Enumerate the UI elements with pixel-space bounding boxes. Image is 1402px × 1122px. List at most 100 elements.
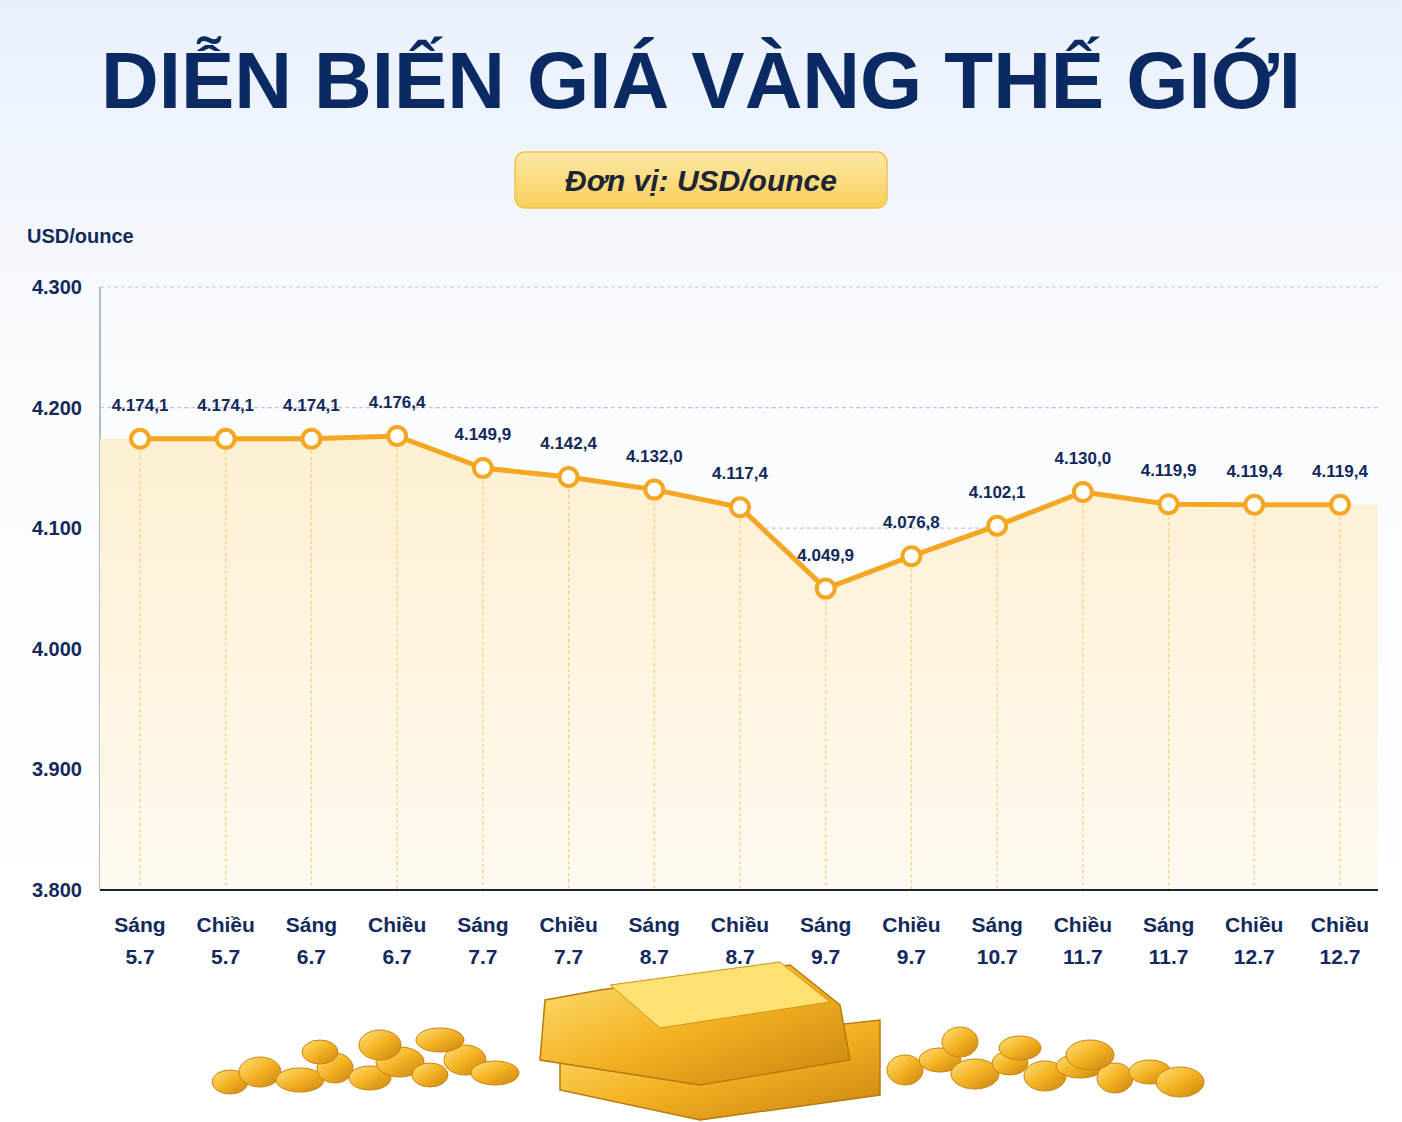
data-label: 4.174,1 — [197, 396, 254, 415]
point — [217, 430, 235, 448]
category-label-line: Chiều — [1054, 913, 1112, 936]
category-label-line: Sáng — [800, 913, 851, 936]
subtitle-badge — [515, 152, 887, 208]
category-label: Chiều6.7 — [368, 913, 426, 968]
gold-nugget — [999, 1036, 1041, 1060]
category-label-line: 8.7 — [640, 945, 669, 968]
data-label: 4.176,4 — [369, 393, 426, 412]
data-label: 4.076,8 — [883, 513, 940, 532]
drop-line — [225, 439, 226, 890]
category-label: Chiều 7.7 — [539, 913, 597, 968]
category-label-line: Chiều — [368, 913, 426, 936]
data-label: 4.049,9 — [797, 546, 854, 565]
point — [902, 547, 920, 565]
category-label: Chiều12.7 — [1225, 913, 1283, 968]
grid-line — [100, 889, 1378, 890]
tick-label: 4.200 — [32, 397, 82, 419]
drop-line — [911, 556, 912, 890]
point — [1245, 496, 1263, 514]
point — [731, 498, 749, 516]
category-label-line: 12.7 — [1234, 945, 1275, 968]
gold-decoration — [212, 962, 1204, 1120]
background — [0, 0, 1402, 1122]
tick-label: 3.900 — [32, 758, 82, 780]
gold-nugget — [276, 1068, 324, 1092]
category-label-line: 11.7 — [1149, 945, 1189, 968]
category-label-line: 9.7 — [897, 945, 926, 968]
category-label: Chiều 5.7 — [197, 913, 255, 968]
data-label: 4.142,4 — [540, 434, 597, 453]
tick-label: 3.800 — [32, 879, 82, 901]
tick-label: 4.300 — [32, 276, 82, 298]
point — [988, 517, 1006, 535]
category-label-line: Sáng — [971, 913, 1022, 936]
gold-bar-top — [610, 962, 830, 1028]
data-label: 4.119,4 — [1226, 462, 1282, 481]
category-label-line: Chiều — [539, 913, 597, 936]
gold-nugget — [416, 1028, 464, 1052]
data-label: 4.102,1 — [969, 483, 1026, 502]
category-label-line: Chiều — [882, 913, 940, 936]
category-label-line: Sáng — [457, 913, 508, 936]
drop-line — [997, 526, 998, 890]
category-label: Sáng 7.7 — [457, 913, 508, 968]
drop-line — [568, 477, 569, 890]
category-label-line: 5.7 — [125, 945, 154, 968]
tick-label: 4.100 — [32, 517, 82, 539]
data-label: 4.119,4 — [1312, 462, 1368, 481]
gold-nugget — [239, 1057, 281, 1087]
category-label: Sáng10.7 — [971, 913, 1022, 968]
data-label: 4.174,1 — [112, 396, 169, 415]
category-label-line: Chiều — [711, 913, 769, 936]
gold-nugget — [887, 1055, 923, 1085]
data-label: 4.149,9 — [454, 425, 511, 444]
tick-label: 4.000 — [32, 638, 82, 660]
category-label: Sáng11.7 — [1143, 913, 1194, 968]
category-label-line: Sáng — [629, 913, 680, 936]
point — [560, 468, 578, 486]
drop-line — [739, 507, 740, 890]
x-axis — [100, 889, 1378, 891]
axis-title: USD/ounce — [27, 225, 134, 247]
drop-line — [139, 439, 140, 890]
category-label: Chiều8.7 — [711, 913, 769, 968]
drop-line — [825, 589, 826, 890]
category-label: Chiều12.7 — [1311, 913, 1369, 968]
grid-line — [100, 286, 1378, 287]
category-label-line: 9.7 — [811, 945, 840, 968]
category-label-line: Chiều — [197, 913, 255, 936]
gold-nugget — [942, 1027, 978, 1057]
drop-line — [397, 436, 398, 890]
subtitle: Đơn vị: USD/ounce — [565, 164, 837, 197]
drop-line — [1254, 505, 1255, 890]
point — [1074, 483, 1092, 501]
data-label: 4.130,0 — [1054, 449, 1111, 468]
category-label-line: Chiều — [1311, 913, 1369, 936]
category-label-line: Sáng — [286, 913, 337, 936]
point — [474, 459, 492, 477]
gold-nugget — [471, 1061, 519, 1085]
category-label: Chiều11.7 — [1054, 913, 1112, 968]
category-label-line: 5.7 — [211, 945, 240, 968]
gold-nugget — [1156, 1067, 1204, 1097]
drop-line — [1082, 492, 1083, 890]
category-label: Sáng6.7 — [286, 913, 337, 968]
data-label: 4.174,1 — [283, 396, 340, 415]
category-label: Sáng 9.7 — [800, 913, 851, 968]
gold-nugget — [302, 1040, 338, 1064]
gold-nugget — [1066, 1040, 1114, 1070]
point — [1160, 495, 1178, 513]
point — [645, 481, 663, 499]
category-label: Sáng 5.7 — [114, 913, 165, 968]
point — [817, 580, 835, 598]
category-label-line: 7.7 — [554, 945, 583, 968]
category-label-line: 7.7 — [468, 945, 497, 968]
point — [302, 430, 320, 448]
title: DIỄN BIẾN GIÁ VÀNG THẾ GIỚI — [101, 36, 1301, 125]
point — [1331, 496, 1349, 514]
plot-area — [100, 427, 1378, 890]
drop-line — [1339, 505, 1340, 890]
drop-line — [654, 490, 655, 890]
category-label: Sáng 8.7 — [629, 913, 680, 968]
category-label-line: Sáng — [114, 913, 165, 936]
